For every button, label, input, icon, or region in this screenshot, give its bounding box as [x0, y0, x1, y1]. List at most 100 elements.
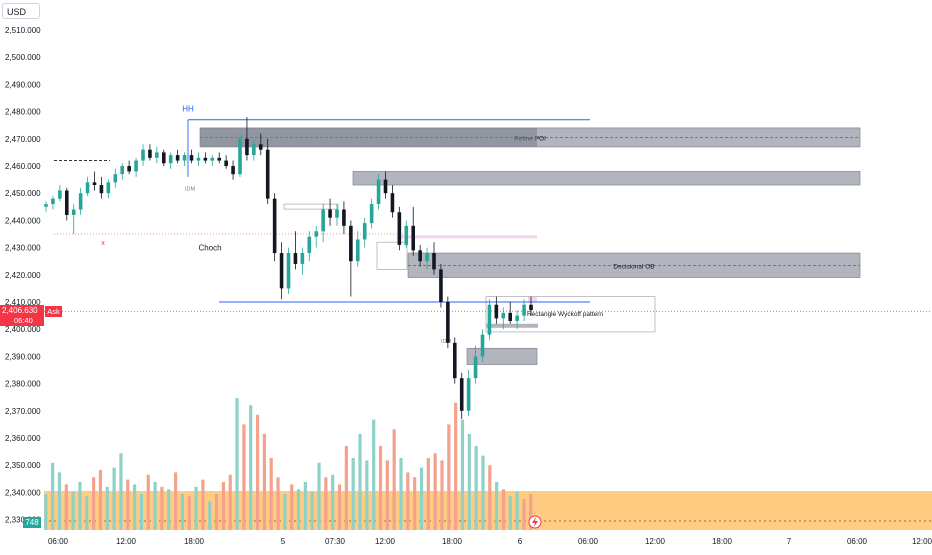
volume-bar — [167, 489, 171, 530]
volume-bar — [522, 498, 526, 530]
y-tick-label: 2,420.000 — [5, 271, 41, 280]
volume-bar — [419, 467, 424, 530]
volume-bar — [344, 446, 348, 530]
volume-bar — [474, 446, 478, 530]
chart-annotation: IDM — [185, 186, 196, 192]
volume-bar — [433, 453, 437, 530]
candle-body — [44, 204, 48, 207]
y-tick-label: 2,500.000 — [5, 53, 41, 62]
volume-bar — [255, 414, 260, 530]
candle-body — [293, 253, 298, 264]
volume-bar — [139, 494, 144, 530]
candle-body — [203, 157, 208, 161]
volume-bar — [358, 434, 362, 530]
bar-countdown: 06:40 — [0, 316, 44, 326]
volume-bar — [378, 446, 383, 530]
candle-body — [432, 253, 436, 270]
current-price-label: 2,406.630 — [0, 305, 44, 317]
volume-bar — [112, 467, 116, 530]
volume-bar — [290, 484, 294, 530]
x-tick-label: 5 — [281, 537, 286, 546]
candle-body — [286, 253, 291, 289]
candle-body — [189, 155, 194, 161]
candle-body — [231, 166, 235, 175]
candle-body — [529, 304, 533, 311]
candle-body — [362, 223, 367, 240]
candle-body — [134, 160, 138, 172]
volume-bar — [365, 460, 369, 530]
candle-body — [78, 193, 83, 210]
volume-bar — [508, 496, 512, 530]
volume-zone — [44, 491, 932, 530]
candle-body — [92, 182, 97, 186]
y-tick-label: 2,340.000 — [5, 488, 41, 497]
volume-bar — [413, 477, 417, 530]
volume-bar — [126, 479, 130, 530]
range-box — [376, 241, 408, 270]
chart-annotation: x — [101, 240, 105, 247]
candle-body — [148, 149, 152, 158]
volume-bar — [488, 465, 492, 530]
volume-bar — [406, 472, 410, 530]
volume-bar — [146, 474, 150, 530]
x-tick-label: 12:00 — [375, 537, 396, 546]
candle-body — [321, 209, 325, 232]
y-tick-label: 2,510.000 — [5, 26, 41, 35]
candle-body — [127, 166, 131, 172]
range-box — [283, 203, 339, 210]
candle-body — [175, 155, 180, 161]
volume-bar — [160, 486, 164, 530]
y-tick-label: 2,460.000 — [5, 162, 41, 171]
lightning-icon — [532, 517, 538, 527]
volume-bar — [78, 482, 82, 530]
candle-body — [466, 378, 471, 411]
candle-body — [383, 179, 388, 194]
candle-body — [369, 204, 374, 224]
candle-body — [515, 315, 519, 322]
volume-bar — [153, 482, 157, 530]
volume-bar — [426, 458, 430, 530]
volume-bar — [467, 434, 471, 530]
candle-body — [390, 193, 395, 213]
candle-body — [314, 231, 319, 237]
volume-bar — [242, 424, 246, 530]
y-tick-label: 2,360.000 — [5, 434, 41, 443]
candle-body — [155, 152, 159, 158]
candle-body — [113, 174, 118, 183]
candle-body — [487, 304, 492, 335]
volume-bar — [98, 470, 103, 530]
candle-body — [397, 212, 402, 245]
volume-bar — [283, 494, 287, 530]
chart-annotation: Choch — [198, 243, 221, 252]
chart-annotation: HH — [182, 105, 194, 114]
volume-bar — [310, 491, 314, 530]
volume-bar — [92, 477, 96, 530]
y-tick-label: 2,470.000 — [5, 135, 41, 144]
x-tick-label: 6 — [518, 537, 523, 546]
volume-bar — [187, 496, 191, 530]
candle-body — [196, 157, 201, 161]
y-tick-label: 2,380.000 — [5, 380, 41, 389]
x-tick-label: 18:00 — [712, 537, 733, 546]
candle-body — [168, 155, 173, 164]
volume-bar — [385, 460, 389, 530]
candle-body — [182, 155, 187, 161]
volume-bar — [454, 402, 458, 530]
candle-body — [161, 152, 166, 164]
volume-bar — [351, 458, 355, 530]
volume-bar — [262, 434, 266, 530]
volume-bar — [515, 491, 519, 530]
y-tick-label: 2,400.000 — [5, 325, 41, 334]
zone-label: Decisional OB — [613, 263, 654, 270]
wyckoff-pattern-box — [485, 296, 656, 333]
currency-button[interactable]: USD — [2, 3, 40, 19]
candle-body — [245, 138, 249, 156]
candle-body — [238, 138, 242, 175]
candle-body — [376, 179, 381, 205]
candle-body — [508, 312, 513, 322]
candle-body — [439, 269, 443, 302]
volume-bar — [133, 484, 137, 530]
volume-bar — [317, 462, 321, 530]
